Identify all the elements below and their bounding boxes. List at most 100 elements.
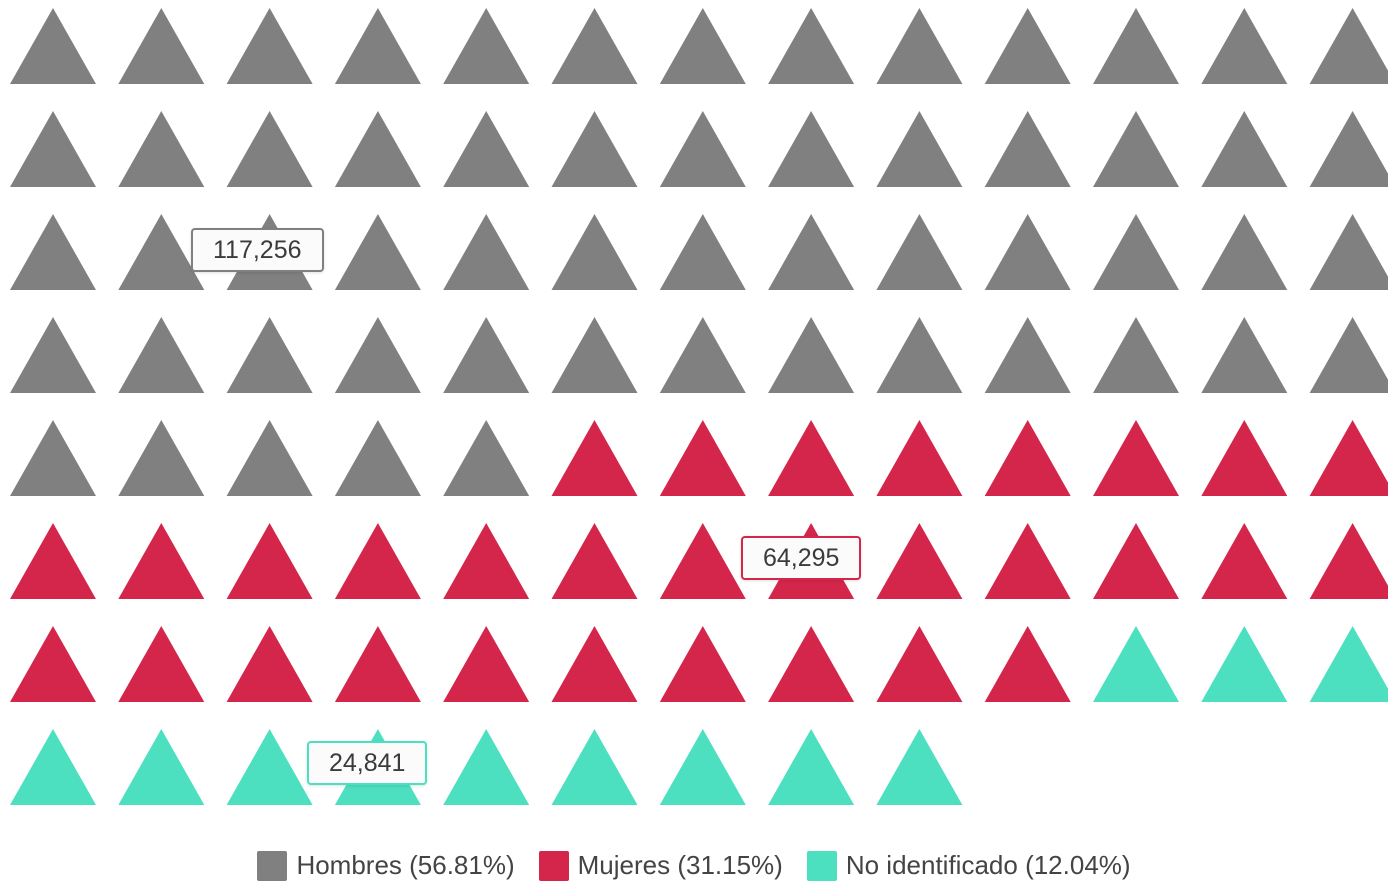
waffle-triangle-hombres[interactable] — [334, 420, 421, 496]
waffle-triangle-hombres[interactable] — [1201, 8, 1288, 84]
waffle-triangle-hombres[interactable] — [118, 420, 205, 496]
waffle-triangle-hombres[interactable] — [551, 317, 638, 393]
waffle-triangle-mujeres[interactable] — [768, 420, 855, 496]
waffle-triangle-hombres[interactable] — [876, 111, 963, 187]
waffle-triangle-mujeres[interactable] — [118, 626, 205, 702]
waffle-triangle-hombres[interactable] — [876, 214, 963, 290]
waffle-triangle-hombres[interactable] — [768, 317, 855, 393]
waffle-triangle-no-identificado[interactable] — [876, 729, 963, 805]
waffle-triangle-hombres[interactable] — [226, 317, 313, 393]
waffle-triangle-mujeres[interactable] — [876, 420, 963, 496]
waffle-triangle-hombres[interactable] — [334, 111, 421, 187]
waffle-triangle-hombres[interactable] — [659, 214, 746, 290]
waffle-triangle-no-identificado[interactable] — [118, 729, 205, 805]
waffle-triangle-mujeres[interactable] — [768, 626, 855, 702]
waffle-triangle-mujeres[interactable] — [1093, 523, 1179, 599]
waffle-triangle-mujeres[interactable] — [334, 523, 421, 599]
waffle-triangle-hombres[interactable] — [118, 317, 205, 393]
waffle-triangle-hombres[interactable] — [768, 8, 855, 84]
waffle-triangle-mujeres[interactable] — [10, 523, 96, 599]
waffle-triangle-hombres[interactable] — [1093, 8, 1179, 84]
waffle-triangle-no-identificado[interactable] — [1309, 626, 1388, 702]
waffle-triangle-hombres[interactable] — [334, 317, 421, 393]
waffle-triangle-mujeres[interactable] — [1093, 420, 1179, 496]
waffle-triangle-hombres[interactable] — [659, 111, 746, 187]
waffle-triangle-mujeres[interactable] — [876, 523, 963, 599]
waffle-triangle-hombres[interactable] — [1093, 214, 1179, 290]
waffle-triangle-hombres[interactable] — [443, 317, 530, 393]
waffle-triangle-no-identificado[interactable] — [226, 729, 313, 805]
waffle-triangle-hombres[interactable] — [876, 317, 963, 393]
waffle-triangle-mujeres[interactable] — [659, 420, 746, 496]
waffle-triangle-hombres[interactable] — [1093, 111, 1179, 187]
waffle-triangle-mujeres[interactable] — [984, 523, 1071, 599]
waffle-triangle-hombres[interactable] — [1309, 111, 1388, 187]
waffle-triangle-mujeres[interactable] — [226, 626, 313, 702]
waffle-triangle-mujeres[interactable] — [1201, 420, 1288, 496]
waffle-triangle-hombres[interactable] — [10, 111, 96, 187]
waffle-triangle-no-identificado[interactable] — [551, 729, 638, 805]
waffle-triangle-hombres[interactable] — [1201, 214, 1288, 290]
waffle-triangle-mujeres[interactable] — [551, 420, 638, 496]
waffle-triangle-no-identificado[interactable] — [1093, 626, 1179, 702]
waffle-triangle-hombres[interactable] — [118, 214, 205, 290]
waffle-triangle-hombres[interactable] — [443, 111, 530, 187]
waffle-triangle-no-identificado[interactable] — [443, 729, 530, 805]
waffle-triangle-hombres[interactable] — [551, 214, 638, 290]
waffle-triangle-mujeres[interactable] — [10, 626, 96, 702]
waffle-triangle-mujeres[interactable] — [984, 420, 1071, 496]
waffle-triangle-hombres[interactable] — [768, 111, 855, 187]
legend-item-hombres[interactable]: Hombres (56.81%) — [257, 850, 515, 881]
waffle-triangle-mujeres[interactable] — [443, 626, 530, 702]
waffle-triangle-hombres[interactable] — [1309, 8, 1388, 84]
waffle-triangle-hombres[interactable] — [334, 8, 421, 84]
waffle-triangle-mujeres[interactable] — [876, 626, 963, 702]
waffle-triangle-mujeres[interactable] — [551, 523, 638, 599]
waffle-triangle-hombres[interactable] — [984, 317, 1071, 393]
waffle-triangle-hombres[interactable] — [118, 111, 205, 187]
waffle-triangle-mujeres[interactable] — [1309, 420, 1388, 496]
waffle-triangle-hombres[interactable] — [10, 214, 96, 290]
waffle-triangle-hombres[interactable] — [1201, 111, 1288, 187]
waffle-triangle-hombres[interactable] — [1093, 317, 1179, 393]
waffle-triangle-hombres[interactable] — [1309, 214, 1388, 290]
waffle-triangle-hombres[interactable] — [659, 8, 746, 84]
waffle-triangle-hombres[interactable] — [443, 420, 530, 496]
waffle-triangle-hombres[interactable] — [226, 8, 313, 84]
waffle-triangle-hombres[interactable] — [984, 8, 1071, 84]
waffle-triangle-hombres[interactable] — [10, 420, 96, 496]
waffle-triangle-hombres[interactable] — [1201, 317, 1288, 393]
waffle-triangle-hombres[interactable] — [551, 8, 638, 84]
waffle-triangle-hombres[interactable] — [984, 214, 1071, 290]
waffle-triangle-hombres[interactable] — [226, 111, 313, 187]
waffle-triangle-mujeres[interactable] — [226, 523, 313, 599]
waffle-triangle-mujeres[interactable] — [443, 523, 530, 599]
waffle-triangle-hombres[interactable] — [118, 8, 205, 84]
waffle-triangle-no-identificado[interactable] — [1201, 626, 1288, 702]
waffle-triangle-hombres[interactable] — [659, 317, 746, 393]
waffle-triangle-hombres[interactable] — [226, 420, 313, 496]
waffle-triangle-mujeres[interactable] — [659, 523, 746, 599]
waffle-triangle-hombres[interactable] — [876, 8, 963, 84]
waffle-triangle-mujeres[interactable] — [1201, 523, 1288, 599]
waffle-triangle-hombres[interactable] — [1309, 317, 1388, 393]
legend-item-no-identificado[interactable]: No identificado (12.04%) — [806, 850, 1131, 881]
waffle-triangle-hombres[interactable] — [334, 214, 421, 290]
waffle-triangle-no-identificado[interactable] — [659, 729, 746, 805]
waffle-triangle-mujeres[interactable] — [659, 626, 746, 702]
waffle-triangle-mujeres[interactable] — [118, 523, 205, 599]
legend-item-mujeres[interactable]: Mujeres (31.15%) — [538, 850, 783, 881]
waffle-triangle-mujeres[interactable] — [551, 626, 638, 702]
waffle-triangle-mujeres[interactable] — [334, 626, 421, 702]
waffle-triangle-mujeres[interactable] — [984, 626, 1071, 702]
waffle-triangle-no-identificado[interactable] — [10, 729, 96, 805]
waffle-triangle-hombres[interactable] — [443, 8, 530, 84]
waffle-triangle-hombres[interactable] — [443, 214, 530, 290]
waffle-triangle-mujeres[interactable] — [1309, 523, 1388, 599]
waffle-triangle-hombres[interactable] — [10, 8, 96, 84]
waffle-triangle-hombres[interactable] — [768, 214, 855, 290]
waffle-triangle-no-identificado[interactable] — [768, 729, 855, 805]
waffle-triangle-hombres[interactable] — [10, 317, 96, 393]
waffle-triangle-hombres[interactable] — [984, 111, 1071, 187]
waffle-triangle-hombres[interactable] — [551, 111, 638, 187]
